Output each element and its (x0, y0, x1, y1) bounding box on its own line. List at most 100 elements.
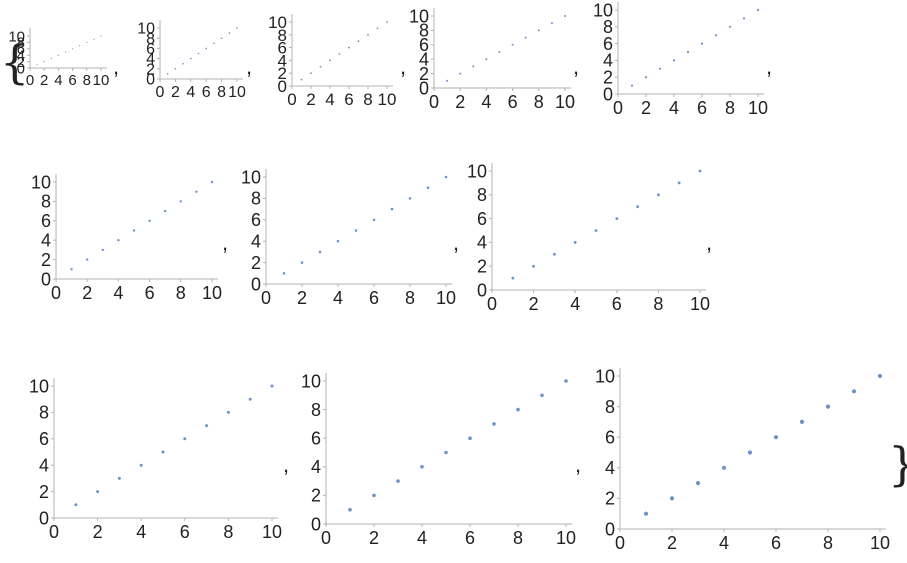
x-tick-label: 0 (26, 72, 34, 89)
data-point (248, 397, 252, 401)
data-point (236, 27, 238, 29)
y-tick-label: 4 (41, 231, 51, 251)
data-point (799, 419, 805, 424)
y-tick-label: 6 (41, 211, 51, 231)
x-tick-label: 10 (262, 522, 282, 542)
x-tick-label: 4 (570, 294, 580, 314)
y-tick-label: 4 (311, 457, 321, 477)
y-tick-label: 8 (603, 17, 613, 37)
x-tick-label: 4 (325, 90, 334, 109)
y-tick-label: 0 (419, 78, 429, 98)
x-tick-label: 8 (217, 84, 226, 101)
x-tick-label: 2 (641, 98, 651, 118)
data-point (166, 73, 169, 75)
y-tick-label: 10 (31, 172, 51, 192)
data-point (354, 229, 358, 232)
y-tick-label: 8 (146, 31, 155, 48)
x-tick-label: 8 (534, 92, 544, 112)
y-tick-label: 8 (605, 397, 615, 417)
data-point (205, 47, 207, 50)
x-tick-label: 6 (145, 283, 155, 303)
x-tick-label: 8 (83, 72, 91, 89)
data-point (643, 511, 649, 516)
comma-separator: , (706, 230, 712, 255)
y-tick-label: 8 (311, 400, 321, 420)
x-tick-label: 10 (870, 533, 890, 553)
commas-group: ,,,,,,,,,, (113, 54, 772, 477)
x-tick-label: 6 (180, 522, 190, 542)
data-point (338, 53, 341, 55)
data-point (213, 42, 215, 45)
data-point (117, 476, 121, 480)
y-tick-label: 10 (593, 0, 613, 20)
x-tick-label: 2 (82, 283, 92, 303)
y-tick-label: 4 (477, 233, 487, 253)
x-tick-label: 8 (725, 98, 735, 118)
y-tick-label: 8 (419, 21, 429, 41)
x-tick-label: 0 (156, 84, 165, 101)
y-tick-label: 2 (603, 68, 613, 88)
comma-separator: , (573, 54, 579, 79)
x-tick-label: 4 (481, 92, 491, 112)
data-point (877, 373, 883, 379)
x-tick-label: 2 (667, 533, 677, 553)
y-tick-label: 10 (137, 21, 155, 38)
data-point (179, 200, 182, 203)
y-tick-label: 0 (605, 519, 615, 539)
y-tick-label: 6 (605, 428, 615, 448)
y-tick-label: 2 (39, 482, 49, 502)
data-point (537, 29, 540, 32)
y-tick-label: 2 (311, 486, 321, 506)
y-tick-label: 10 (595, 366, 615, 386)
data-point (101, 248, 105, 252)
data-point (161, 450, 165, 454)
data-point (714, 34, 718, 37)
x-tick-label: 8 (223, 522, 233, 542)
y-tick-label: 8 (41, 192, 51, 212)
data-point (511, 43, 514, 46)
comma-separator: , (575, 452, 581, 477)
data-point (50, 57, 52, 60)
data-point (773, 435, 779, 440)
data-point (57, 54, 60, 56)
data-point (472, 65, 475, 68)
data-point (636, 205, 639, 209)
close-brace: } (888, 437, 907, 491)
data-point (79, 45, 81, 47)
x-tick-label: 0 (429, 92, 439, 112)
x-tick-label: 6 (344, 90, 353, 109)
data-point (210, 180, 214, 184)
x-tick-label: 10 (436, 288, 456, 308)
data-point (300, 78, 303, 81)
x-tick-label: 0 (49, 522, 59, 542)
comma-separator: , (113, 54, 119, 79)
x-tick-label: 4 (417, 528, 427, 548)
comma-separator: , (283, 452, 289, 477)
data-point (300, 261, 304, 264)
data-point (86, 41, 88, 44)
x-tick-label: 2 (455, 92, 465, 112)
y-tick-label: 4 (39, 456, 49, 476)
scatter-plot-11: 0 2 4 6 8 10 0 2 4 6 8 10 (595, 366, 890, 553)
data-point (468, 436, 472, 441)
y-tick-label: 6 (17, 41, 25, 58)
y-tick-label: 0 (251, 274, 261, 294)
y-tick-label: 0 (41, 269, 51, 289)
data-point (420, 465, 424, 469)
y-tick-label: 2 (41, 250, 51, 270)
x-tick-label: 10 (748, 98, 768, 118)
data-point (677, 181, 681, 185)
data-point (669, 496, 675, 501)
data-point (100, 35, 102, 37)
x-tick-label: 0 (287, 90, 296, 109)
data-point (348, 507, 352, 512)
data-point (532, 264, 535, 268)
x-tick-label: 4 (333, 288, 343, 308)
data-point (282, 272, 286, 275)
